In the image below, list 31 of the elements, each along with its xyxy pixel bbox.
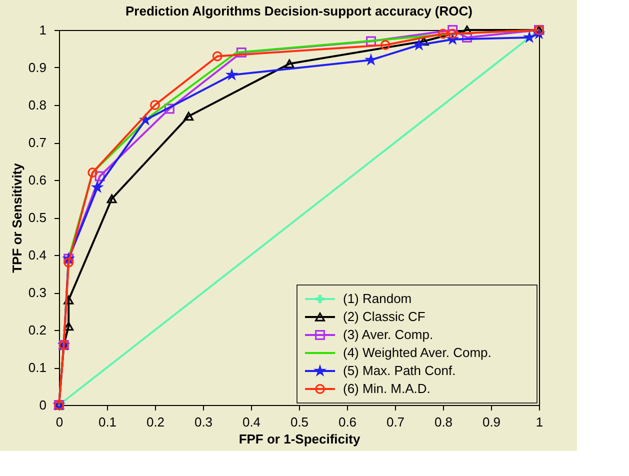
y-tick-label: 0.5 <box>28 210 46 225</box>
y-tick-label: 0.6 <box>28 172 46 188</box>
y-tick-label: 1 <box>39 22 46 38</box>
y-tick-label: 0 <box>39 398 46 412</box>
legend-label: (5) Max. Path Conf. <box>343 363 456 378</box>
y-tick-label: 0.2 <box>28 322 46 338</box>
y-tick-label: 0.1 <box>28 360 46 375</box>
y-axis-title: TPF or Sensitivity <box>9 162 24 273</box>
y-tick-label: 0.3 <box>28 285 46 300</box>
legend-label: (2) Classic CF <box>343 309 426 324</box>
legend-label: (6) Min. M.A.D. <box>343 381 430 396</box>
y-tick-label: 0.8 <box>28 98 46 112</box>
y-tick-label: 0.4 <box>28 248 46 262</box>
y-tick-label: 0.7 <box>28 135 46 150</box>
x-axis-title: FPF or 1-Specificity <box>238 432 361 446</box>
x-tick-label: 0.2 <box>146 414 165 430</box>
x-tick-label: 0.4 <box>242 414 261 430</box>
chart-title: Prediction Algorithms Decision-support accuracy (ROC) <box>126 4 472 19</box>
y-tick-label: 0.9 <box>28 60 46 75</box>
x-tick-label: 0.5 <box>290 414 309 430</box>
legend-label: (3) Aver. Comp. <box>343 327 434 342</box>
x-tick-label: 0.8 <box>434 414 453 430</box>
x-tick-label: 0.6 <box>338 414 357 430</box>
legend-label: (4) Weighted Aver. Comp. <box>343 345 492 360</box>
x-tick-label: 0.3 <box>194 414 213 430</box>
x-tick-label: 0.1 <box>98 414 117 430</box>
legend-label: (1) Random <box>343 291 412 306</box>
x-tick-label: 1 <box>536 414 544 430</box>
x-tick-label: 0.9 <box>482 414 501 430</box>
x-tick-label: 0 <box>56 414 64 430</box>
x-tick-label: 0.7 <box>386 414 405 430</box>
